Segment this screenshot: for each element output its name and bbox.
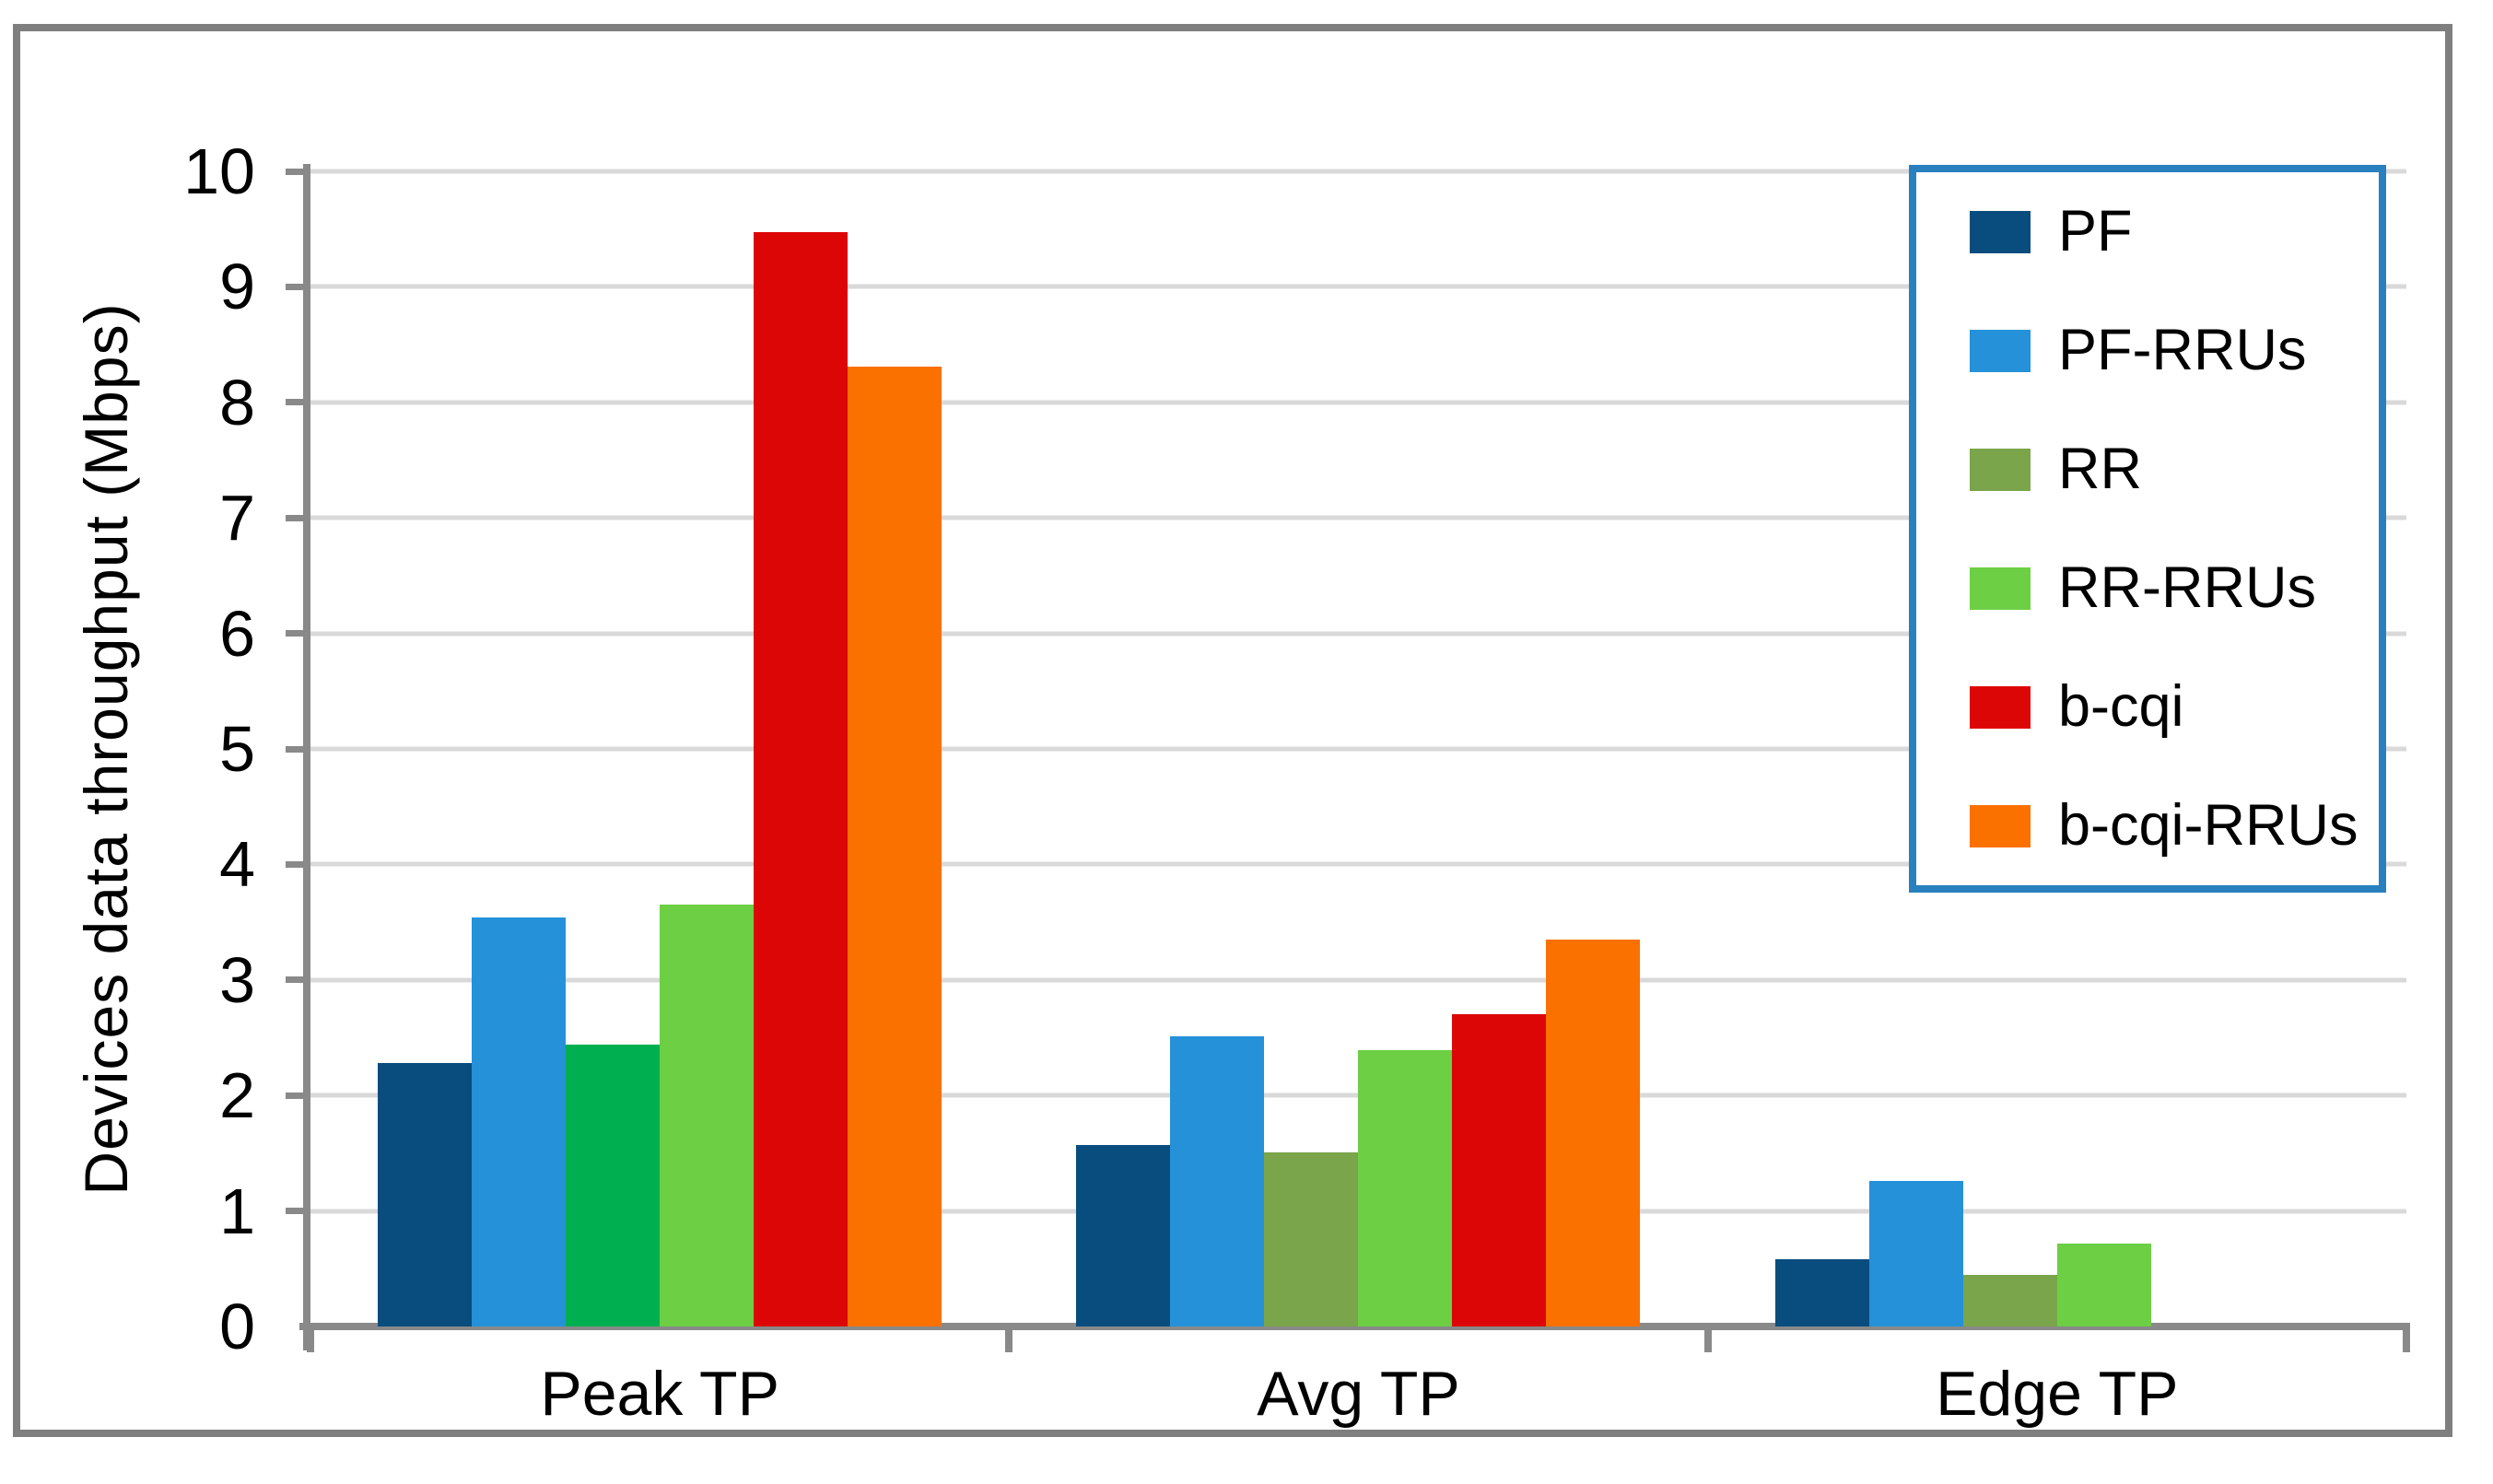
x-category-label: Edge TP [1936,1359,2179,1429]
legend-label: PF-RRUs [2058,318,2307,382]
gridline [310,515,2406,520]
x-axis-tick [1005,1326,1013,1352]
y-tick-label: 3 [219,943,255,1016]
legend-swatch-pf-rrus [1970,329,2031,372]
bar-rr-avg-tp [1264,1151,1359,1326]
bar-group-edge-tp [1708,171,2406,1326]
legend: PF PF-RRUs RR RR-RRUs b-cqi b-cqi-RRUs [1909,165,2386,893]
y-tick-label: 8 [219,366,255,438]
plot-area [299,164,2410,1352]
bar-pf-peak-tp [378,1063,473,1326]
legend-swatch-rr-rrus [1970,567,2031,610]
gridline [310,861,2406,867]
y-tick-label: 2 [219,1059,255,1132]
legend-label: PF [2058,199,2133,263]
bar-b-cqi-rrus-peak-tp [848,366,942,1326]
y-tick-label: 10 [183,135,255,207]
x-axis-tick [307,1326,314,1352]
bar-pf-rrus-edge-tp [1868,1181,1963,1326]
gridline [310,400,2406,405]
gridline [310,631,2406,637]
x-axis-category-labels: Peak TP Avg TP Edge TP [310,1362,2406,1425]
bar-rr-rrus-edge-tp [2056,1243,2151,1326]
legend-item-b-cqi-rrus: b-cqi-RRUs [1970,797,2379,855]
bar-pf-avg-tp [1076,1145,1171,1326]
y-tick-label: 0 [219,1291,255,1362]
gridline [310,746,2406,752]
legend-item-rr: RR [1970,440,2379,498]
legend-swatch-b-cqi [1970,685,2031,729]
bar-rr-rrus-avg-tp [1358,1050,1453,1326]
legend-item-b-cqi: b-cqi [1970,678,2379,736]
legend-item-rr-rrus: RR-RRUs [1970,559,2379,617]
legend-swatch-pf [1970,210,2031,253]
bar-rr-peak-tp [566,1045,661,1326]
y-tick-label: 7 [219,482,255,555]
bar-pf-rrus-peak-tp [472,917,567,1326]
legend-item-pf-rrus: PF-RRUs [1970,321,2379,380]
legend-label: RR-RRUs [2058,555,2316,620]
legend-label: b-cqi-RRUs [2058,793,2358,858]
gridline [310,169,2406,174]
bar-b-cqi-rrus-avg-tp [1546,939,1641,1326]
x-axis-tick [1703,1326,1712,1352]
x-category-label: Avg TP [1257,1359,1460,1429]
x-axis-line [299,1323,2410,1330]
bar-pf-edge-tp [1774,1259,1869,1326]
gridline [310,977,2406,983]
gridline [310,284,2406,289]
y-tick-label: 6 [219,597,255,670]
bar-group-peak-tp [310,171,1009,1326]
bar-pf-rrus-avg-tp [1170,1036,1265,1326]
y-axis-tick-labels: 0 1 2 3 4 5 6 7 8 9 10 [20,139,283,1359]
y-tick-label: 5 [219,713,255,785]
legend-label: RR [2058,437,2142,501]
legend-item-pf: PF [1970,203,2379,261]
bar-rr-rrus-peak-tp [660,905,755,1326]
bar-rr-edge-tp [1962,1274,2057,1326]
legend-swatch-rr [1970,448,2031,491]
y-tick-label: 4 [219,828,255,901]
bar-b-cqi-avg-tp [1452,1014,1547,1326]
legend-swatch-b-cqi-rrus [1970,804,2031,847]
y-axis-line [303,164,310,1350]
x-axis-tick [2403,1326,2410,1352]
bar-group-avg-tp [1009,171,1707,1326]
legend-label: b-cqi [2058,674,2184,739]
y-tick-label: 1 [219,1174,255,1247]
x-category-label: Peak TP [540,1359,779,1429]
y-tick-label: 9 [219,251,255,323]
bar-b-cqi-peak-tp [754,232,849,1326]
